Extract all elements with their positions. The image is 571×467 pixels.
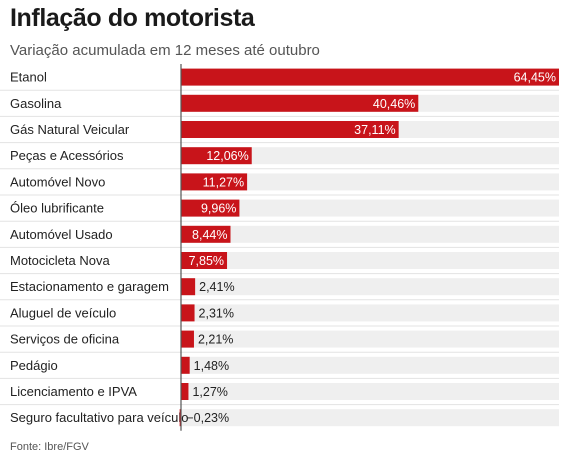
value-label: 2,21% bbox=[198, 333, 233, 347]
bar-track bbox=[181, 173, 559, 191]
bar bbox=[181, 278, 196, 296]
bar bbox=[179, 409, 181, 427]
category-label: Serviços de oficina bbox=[10, 332, 120, 347]
category-label: Peças e Acessórios bbox=[10, 148, 124, 163]
bar bbox=[181, 173, 248, 191]
value-label: 2,31% bbox=[199, 306, 234, 320]
category-label: Aluguel de veículo bbox=[10, 305, 116, 320]
bar bbox=[181, 199, 240, 217]
value-label: 12,06% bbox=[206, 149, 248, 163]
bar-track bbox=[181, 225, 559, 243]
chart-subtitle: Variação acumulada em 12 meses até outub… bbox=[10, 42, 320, 59]
bar bbox=[181, 147, 252, 165]
bar bbox=[181, 225, 231, 243]
category-label: Seguro facultativo para veículo bbox=[10, 410, 189, 425]
source-note: Fonte: Ibre/FGV bbox=[10, 441, 89, 453]
bar-track bbox=[181, 278, 559, 296]
category-label: Etanol bbox=[10, 70, 47, 85]
bar bbox=[181, 94, 419, 112]
bar bbox=[181, 356, 190, 374]
bar bbox=[181, 304, 195, 322]
bar-track bbox=[181, 356, 559, 374]
bar bbox=[181, 121, 399, 138]
category-label: Gás Natural Veicular bbox=[10, 122, 130, 137]
bar-track bbox=[181, 409, 559, 427]
category-label: Gasolina bbox=[10, 96, 62, 111]
chart-title: Inflação do motorista bbox=[10, 4, 255, 32]
bar-track bbox=[181, 199, 559, 217]
value-label: 1,27% bbox=[192, 385, 227, 399]
value-label: 40,46% bbox=[373, 97, 415, 111]
value-label: 37,11% bbox=[354, 123, 395, 137]
category-label: Pedágio bbox=[10, 358, 58, 373]
value-label: 1,48% bbox=[194, 359, 229, 373]
bar-track bbox=[181, 252, 559, 269]
bar-chart: Etanol 64,45% Gasolina 40,46% Gás Natural Ve… bbox=[0, 64, 559, 431]
bar bbox=[181, 252, 228, 269]
bar bbox=[181, 383, 189, 400]
value-label: 11,27% bbox=[203, 175, 244, 189]
category-label: Óleo lubrificante bbox=[10, 201, 104, 216]
bar bbox=[181, 68, 559, 86]
bar-track bbox=[181, 147, 559, 165]
category-label: Licenciamento e IPVA bbox=[10, 384, 137, 399]
category-label: Automóvel Usado bbox=[10, 227, 113, 242]
value-label: 7,85% bbox=[189, 254, 224, 268]
value-label: 2,41% bbox=[199, 280, 234, 294]
bar bbox=[181, 330, 194, 348]
bar-track bbox=[181, 304, 559, 322]
value-label: 9,96% bbox=[201, 202, 236, 216]
category-label: Estacionamento e garagem bbox=[10, 279, 169, 294]
category-label: Motocicleta Nova bbox=[10, 253, 110, 268]
bar-track bbox=[181, 383, 559, 400]
value-label: 64,45% bbox=[514, 71, 556, 85]
value-label: 8,44% bbox=[192, 228, 227, 242]
bar-track bbox=[181, 330, 559, 348]
value-label: −0,23% bbox=[186, 411, 229, 425]
category-label: Automóvel Novo bbox=[10, 174, 105, 189]
